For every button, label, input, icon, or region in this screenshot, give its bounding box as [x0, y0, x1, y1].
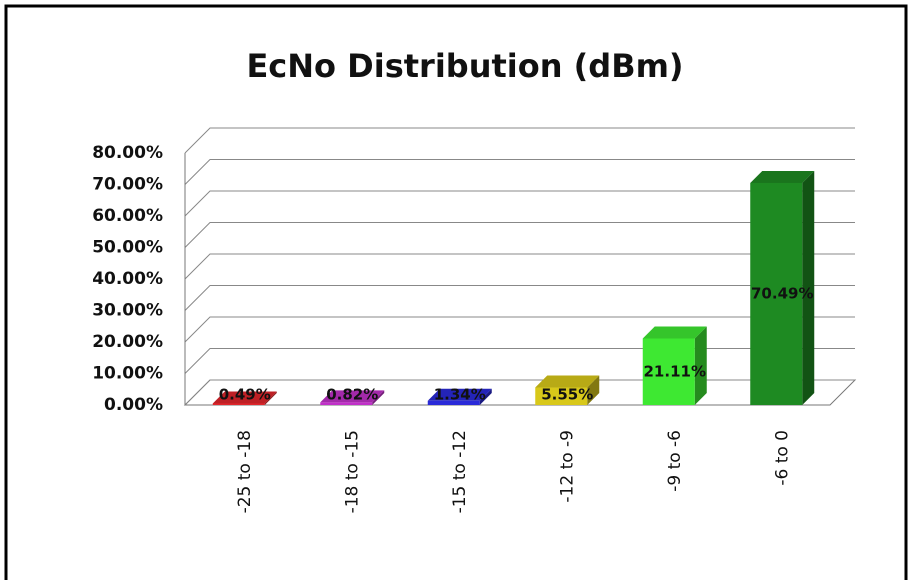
x-tick-label: -18 to -15	[342, 430, 362, 513]
bar	[213, 403, 265, 405]
y-tick-label: 70.00%	[92, 175, 163, 195]
x-tick-label: -25 to -18	[235, 430, 255, 513]
y-tick-label: 40.00%	[92, 269, 163, 289]
value-label: 0.82%	[326, 386, 378, 404]
x-tick-label: -15 to -12	[450, 430, 470, 513]
y-tick-label: 0.00%	[104, 395, 163, 415]
y-tick-label: 20.00%	[92, 332, 163, 352]
value-label: 5.55%	[541, 386, 593, 404]
y-tick-label: 10.00%	[92, 364, 163, 384]
value-label: 70.49%	[751, 284, 813, 302]
y-tick-label: 30.00%	[92, 301, 163, 321]
y-tick-label: 50.00%	[92, 238, 163, 258]
chart: EcNo Distribution (dBm) 0.00% 10.00% 20.00…	[0, 0, 908, 580]
value-label: 1.34%	[434, 386, 486, 404]
value-label: 0.49%	[219, 386, 271, 404]
x-tick-label: -9 to -6	[665, 430, 685, 492]
x-tick-label: -6 to 0	[772, 430, 792, 486]
x-tick-label: -12 to -9	[557, 430, 577, 503]
value-label: 21.11%	[644, 362, 706, 380]
y-tick-label: 60.00%	[92, 206, 163, 226]
chart-title: EcNo Distribution (dBm)	[246, 47, 683, 85]
y-tick-label: 80.00%	[92, 143, 163, 163]
